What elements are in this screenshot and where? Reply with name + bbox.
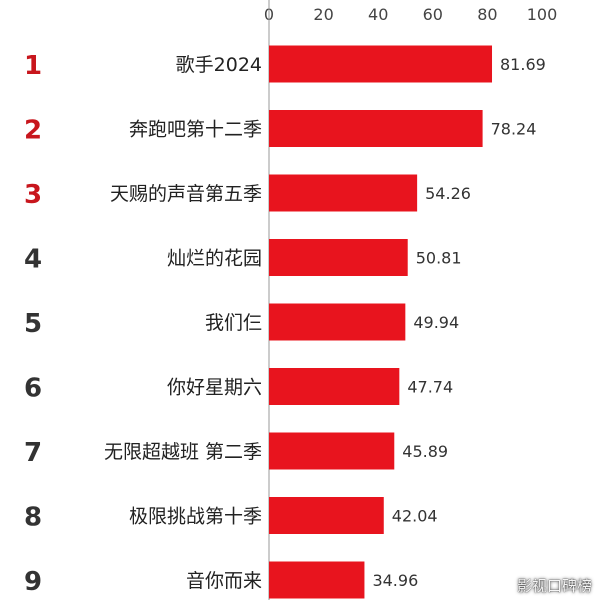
category-label: 歌手2024 <box>176 54 262 76</box>
chart-row: 7 无限超越班 第二季 45.89 <box>24 432 448 470</box>
value-label: 45.89 <box>402 442 448 461</box>
category-label: 极限挑战第十季 <box>129 506 262 528</box>
rank-label: 9 <box>24 567 42 597</box>
x-tick-label: 40 <box>368 5 388 24</box>
chart-rows: 1 歌手2024 81.69 2 奔跑吧第十二季 78.24 3 天赐的声音第五季 54.26 4… <box>24 45 546 599</box>
category-label: 你好星期六 <box>167 377 262 399</box>
chart-row: 3 天赐的声音第五季 54.26 <box>24 174 471 212</box>
value-label: 34.96 <box>372 571 418 590</box>
value-label: 54.26 <box>425 184 471 203</box>
x-tick-label: 20 <box>313 5 333 24</box>
rank-label: 5 <box>24 309 42 339</box>
rank-label: 1 <box>24 51 42 81</box>
chart-row: 4 灿烂的花园 50.81 <box>24 239 462 276</box>
chart-row: 8 极限挑战第十季 42.04 <box>24 497 438 534</box>
bar <box>269 303 406 341</box>
rank-label: 2 <box>24 116 42 146</box>
watermark: 影视口碑榜 <box>516 577 592 595</box>
rank-label: 7 <box>24 438 42 468</box>
rank-label: 6 <box>24 374 42 404</box>
bar <box>269 497 384 534</box>
chart-row: 2 奔跑吧第十二季 78.24 <box>24 110 536 147</box>
chart-row: 5 我们仨 49.94 <box>24 303 459 341</box>
category-label: 灿烂的花园 <box>167 248 262 270</box>
chart-row: 9 音你而来 34.96 <box>24 561 418 599</box>
category-label: 奔跑吧第十二季 <box>129 119 262 141</box>
value-label: 78.24 <box>491 120 537 139</box>
rank-label: 8 <box>24 503 42 533</box>
value-label: 81.69 <box>500 55 546 74</box>
bar <box>269 561 365 599</box>
x-tick-label: 80 <box>477 5 497 24</box>
category-label: 天赐的声音第五季 <box>110 183 262 205</box>
bar <box>269 110 483 147</box>
value-label: 49.94 <box>413 313 459 332</box>
x-tick-label: 60 <box>423 5 443 24</box>
category-label: 音你而来 <box>186 570 262 592</box>
bar <box>269 239 408 276</box>
rank-label: 4 <box>24 245 42 275</box>
value-label: 47.74 <box>407 378 453 397</box>
bar <box>269 368 400 405</box>
category-label: 无限超越班 第二季 <box>104 441 262 463</box>
chart-row: 6 你好星期六 47.74 <box>24 368 453 405</box>
bar <box>269 432 395 470</box>
value-label: 50.81 <box>416 249 462 268</box>
value-label: 42.04 <box>392 507 438 526</box>
x-tick-label: 100 <box>527 5 558 24</box>
x-axis-ticks: 0 20 40 60 80 100 <box>264 5 557 24</box>
rank-label: 3 <box>24 180 42 210</box>
category-label: 我们仨 <box>205 312 262 334</box>
bar <box>269 174 418 212</box>
chart-row: 1 歌手2024 81.69 <box>24 45 546 83</box>
bar <box>269 45 493 83</box>
